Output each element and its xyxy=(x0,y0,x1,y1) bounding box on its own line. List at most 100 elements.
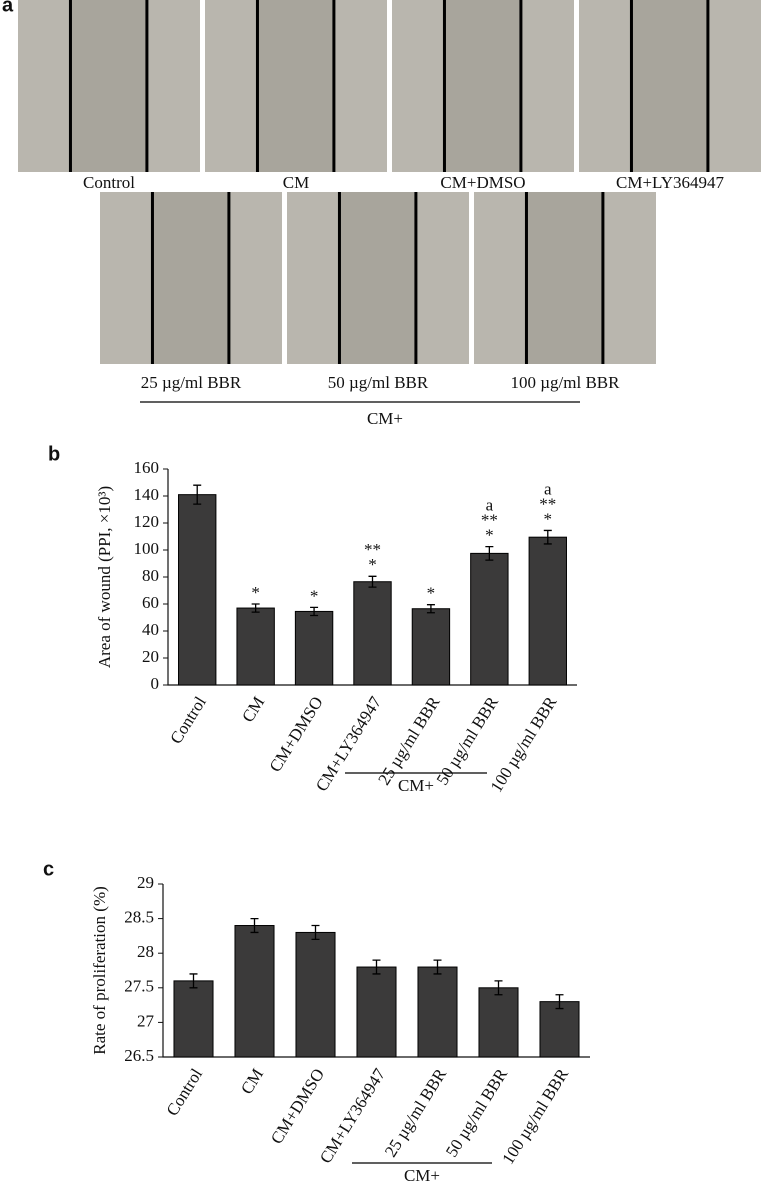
wound-gap xyxy=(337,192,415,364)
image-label: CM+DMSO xyxy=(440,173,525,192)
error-bar xyxy=(193,484,202,505)
wound-gap xyxy=(150,192,228,364)
wound-edge xyxy=(629,0,633,172)
group-label: CM+ xyxy=(367,409,403,428)
x-tick-label: CM xyxy=(237,1065,267,1098)
bar xyxy=(353,581,392,686)
x-tick-label: 50 µg/ml BBR xyxy=(442,1065,512,1161)
bar xyxy=(539,1001,580,1058)
significance-mark: ** xyxy=(364,540,381,559)
x-tick-label: Control xyxy=(163,1065,207,1119)
y-tick-label: 28.5 xyxy=(124,908,154,927)
bar xyxy=(173,980,214,1058)
wound-edge xyxy=(337,192,341,364)
error-bar xyxy=(189,973,198,989)
y-tick-label: 120 xyxy=(134,512,160,531)
group-label: CM+ xyxy=(404,1166,440,1185)
error-bar xyxy=(251,603,260,613)
error-bar xyxy=(494,980,503,996)
significance-mark: * xyxy=(427,584,436,603)
significance-mark: * xyxy=(310,586,319,605)
bar xyxy=(470,552,509,686)
wound-edge xyxy=(150,192,154,364)
wound-gap xyxy=(68,0,146,172)
y-tick-label: 27.5 xyxy=(124,977,154,996)
y-tick-label: 140 xyxy=(134,485,160,504)
wound-gap xyxy=(255,0,333,172)
error-bar xyxy=(368,575,377,588)
wound-edge xyxy=(414,192,418,364)
significance-mark: * xyxy=(544,509,553,528)
x-tick-label: 100 µg/ml BBR xyxy=(498,1065,572,1168)
significance-mark: ** xyxy=(481,511,498,530)
wound-edge xyxy=(601,192,605,364)
x-tick-label: CM+DMSO xyxy=(267,1065,328,1147)
wound-edge xyxy=(524,192,528,364)
wound-edge xyxy=(68,0,72,172)
bar xyxy=(411,608,451,686)
y-tick-label: 60 xyxy=(142,593,159,612)
panel-label: b xyxy=(48,443,60,465)
error-bar xyxy=(426,604,435,614)
image-label: 25 µg/ml BBR xyxy=(141,373,242,392)
bar xyxy=(295,931,336,1058)
wound-edge xyxy=(332,0,336,172)
x-tick-label: 25 µg/ml BBR xyxy=(374,693,444,789)
bar xyxy=(234,925,275,1058)
wound-edge xyxy=(706,0,710,172)
y-tick-label: 29 xyxy=(137,873,154,892)
significance-mark: * xyxy=(251,583,260,602)
y-tick-label: 28 xyxy=(137,942,154,961)
x-tick-label: CM+LY364947 xyxy=(316,1065,390,1167)
y-tick-label: 20 xyxy=(142,647,159,666)
wound-gap xyxy=(442,0,520,172)
panel-label: a xyxy=(2,0,14,16)
image-label: CM+LY364947 xyxy=(616,173,725,192)
bar xyxy=(294,610,334,686)
wound-edge xyxy=(442,0,446,172)
significance-mark: a xyxy=(544,479,552,498)
significance-mark: ** xyxy=(539,494,556,513)
x-tick-label: 25 µg/ml BBR xyxy=(381,1065,451,1161)
error-bar xyxy=(311,924,320,941)
y-tick-label: 26.5 xyxy=(124,1046,154,1065)
error-bar xyxy=(555,994,564,1010)
x-tick-label: 50 µg/ml BBR xyxy=(433,693,503,789)
wound-gap xyxy=(629,0,707,172)
y-axis-label: Area of wound (PPI, ×10³) xyxy=(95,486,114,668)
significance-mark: * xyxy=(485,526,494,545)
wound-edge xyxy=(145,0,149,172)
error-bar xyxy=(543,529,552,545)
y-tick-label: 80 xyxy=(142,566,159,585)
bar xyxy=(356,966,397,1058)
wound-gap xyxy=(524,192,602,364)
y-tick-label: 27 xyxy=(137,1011,155,1030)
significance-mark: * xyxy=(368,555,377,574)
significance-mark: a xyxy=(486,496,494,515)
bar xyxy=(528,536,567,686)
y-tick-label: 40 xyxy=(142,620,159,639)
bar xyxy=(417,966,458,1058)
x-tick-label: CM xyxy=(238,693,268,726)
wound-edge xyxy=(227,192,231,364)
y-axis-label: Rate of proliferation (%) xyxy=(90,886,109,1055)
error-bar xyxy=(485,545,494,561)
group-label: CM+ xyxy=(398,776,434,795)
y-tick-label: 100 xyxy=(134,539,160,558)
wound-edge xyxy=(255,0,259,172)
bar xyxy=(236,607,275,686)
image-label: Control xyxy=(83,173,135,192)
bar xyxy=(478,987,519,1058)
error-bar xyxy=(433,959,442,975)
image-label: 100 µg/ml BBR xyxy=(511,373,621,392)
error-bar xyxy=(372,959,381,975)
y-tick-label: 160 xyxy=(134,458,160,477)
x-tick-label: Control xyxy=(166,693,210,747)
bar xyxy=(178,494,217,686)
image-label: 50 µg/ml BBR xyxy=(328,373,429,392)
panel-label: c xyxy=(43,858,54,880)
wound-edge xyxy=(519,0,523,172)
error-bar xyxy=(310,606,319,617)
x-tick-label: CM+DMSO xyxy=(266,693,327,775)
